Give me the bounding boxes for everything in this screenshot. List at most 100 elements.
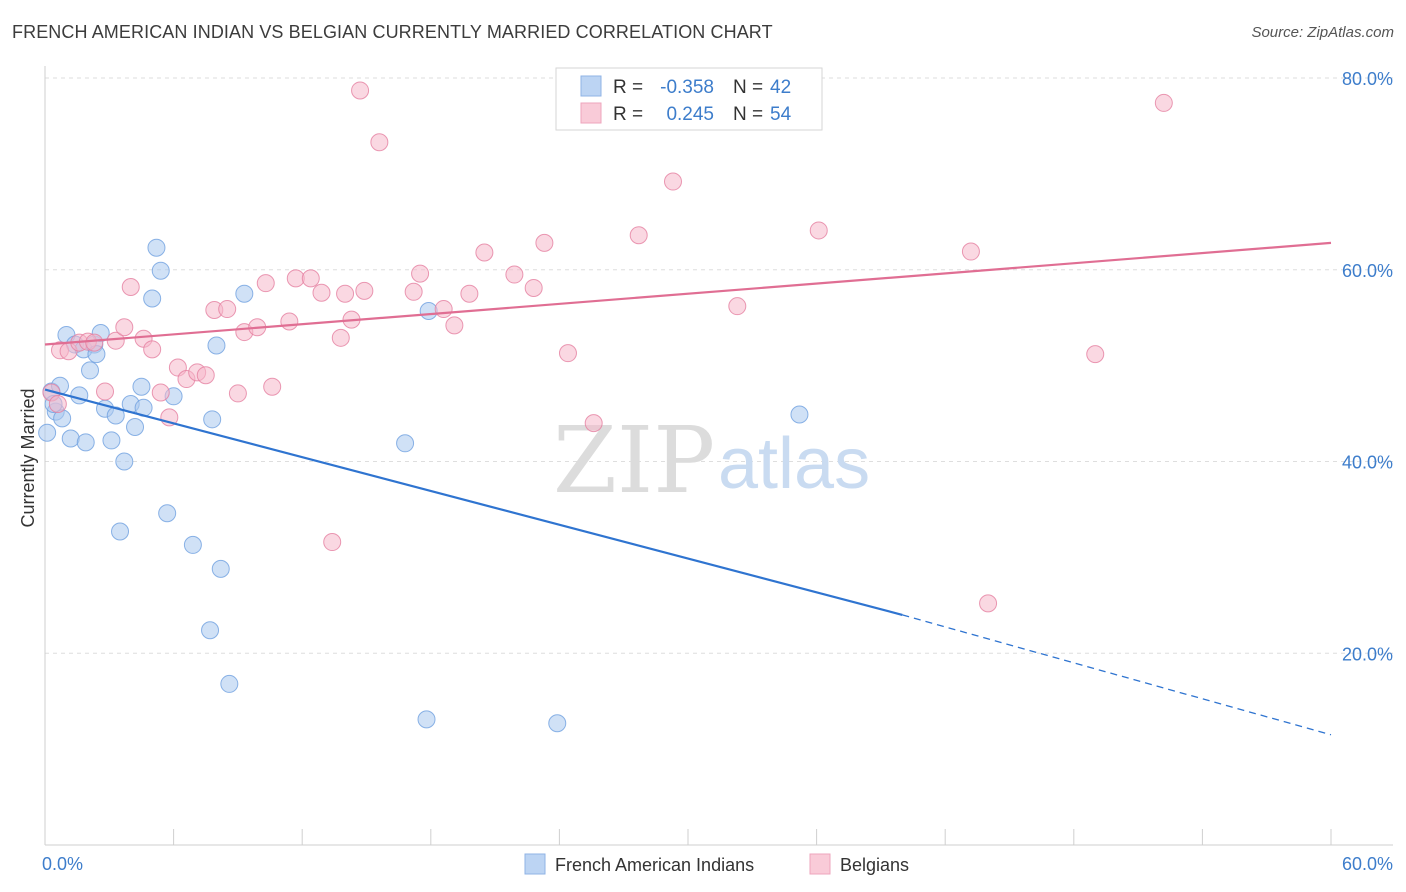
data-points bbox=[38, 81, 1173, 733]
watermark-atlas: atlas bbox=[718, 424, 870, 504]
legend-n-value-1: 42 bbox=[770, 77, 791, 98]
trend-line-belgians bbox=[44, 241, 1332, 346]
source-label: Source: ZipAtlas.com bbox=[1251, 24, 1394, 41]
y-tick-label-1: 40.0% bbox=[1342, 453, 1393, 473]
point-french-american-indians-24 bbox=[147, 238, 166, 257]
bottom-legend-swatch-french-american-indians bbox=[524, 853, 546, 875]
point-belgians-39 bbox=[434, 300, 453, 319]
legend-swatch-french-american-indians bbox=[580, 75, 602, 97]
legend-n-label-1: N = bbox=[733, 77, 763, 98]
x-tick-labels: 0.0% 60.0% bbox=[42, 854, 1393, 874]
point-french-american-indians-21 bbox=[132, 377, 151, 396]
point-belgians-53 bbox=[979, 594, 998, 613]
point-french-american-indians-30 bbox=[203, 410, 222, 429]
point-belgians-38 bbox=[411, 264, 430, 283]
point-french-american-indians-20 bbox=[126, 417, 145, 436]
legend-n-label-2: N = bbox=[733, 104, 763, 125]
point-belgians-51 bbox=[809, 221, 828, 240]
point-belgians-48 bbox=[629, 226, 648, 245]
legend-r-value-2: 0.245 bbox=[666, 104, 714, 125]
point-belgians-1 bbox=[48, 394, 67, 413]
point-belgians-45 bbox=[535, 233, 554, 252]
trend-line-french-american-indians bbox=[44, 388, 903, 616]
point-french-american-indians-16 bbox=[106, 406, 125, 425]
y-tick-label-3: 80.0% bbox=[1342, 69, 1393, 89]
legend-r-value-1: -0.358 bbox=[660, 77, 714, 98]
legend-r-label-2: R = bbox=[613, 104, 643, 125]
trend-lines bbox=[44, 241, 1332, 736]
watermark-zip: ZIP bbox=[553, 407, 715, 514]
legend-r-label-1: R = bbox=[613, 77, 643, 98]
point-belgians-24 bbox=[256, 274, 275, 293]
point-french-american-indians-35 bbox=[396, 434, 415, 453]
point-belgians-46 bbox=[558, 344, 577, 363]
point-belgians-55 bbox=[1154, 93, 1173, 112]
point-belgians-26 bbox=[280, 312, 299, 331]
point-french-american-indians-32 bbox=[211, 559, 230, 578]
point-belgians-36 bbox=[370, 133, 389, 152]
point-belgians-34 bbox=[351, 81, 370, 100]
point-belgians-28 bbox=[301, 269, 320, 288]
bottom-legend-swatch-belgians bbox=[809, 853, 831, 875]
x-tick-label-1: 60.0% bbox=[1342, 854, 1393, 874]
point-belgians-7 bbox=[96, 382, 115, 401]
point-belgians-42 bbox=[475, 243, 494, 262]
bottom-legend: French American Indians Belgians bbox=[524, 853, 909, 875]
point-belgians-49 bbox=[663, 172, 682, 191]
point-belgians-35 bbox=[355, 281, 374, 300]
point-belgians-27 bbox=[286, 269, 305, 288]
point-belgians-52 bbox=[961, 242, 980, 261]
bottom-legend-label-french-american-indians: French American Indians bbox=[555, 855, 754, 875]
trend-line-extension-french-american-indians bbox=[902, 614, 1332, 736]
point-belgians-40 bbox=[445, 316, 464, 335]
grid-lines bbox=[45, 77, 1393, 654]
point-belgians-43 bbox=[505, 265, 524, 284]
point-french-american-indians-26 bbox=[158, 504, 177, 523]
y-tick-label-2: 60.0% bbox=[1342, 261, 1393, 281]
point-french-american-indians-5 bbox=[61, 429, 80, 448]
legend-n-value-2: 54 bbox=[770, 104, 792, 125]
point-french-american-indians-28 bbox=[183, 535, 202, 554]
point-belgians-20 bbox=[218, 300, 237, 319]
chart-title: FRENCH AMERICAN INDIAN VS BELGIAN CURREN… bbox=[12, 22, 773, 42]
point-belgians-31 bbox=[331, 328, 350, 347]
point-belgians-29 bbox=[312, 283, 331, 302]
x-tick-label-0: 0.0% bbox=[42, 854, 83, 874]
point-belgians-30 bbox=[323, 533, 342, 552]
point-french-american-indians-18 bbox=[111, 522, 130, 541]
point-french-american-indians-38 bbox=[548, 714, 567, 733]
point-belgians-54 bbox=[1086, 345, 1105, 364]
legend-box: R = -0.358 N = 42 R = 0.245 N = 54 bbox=[555, 67, 823, 131]
point-belgians-50 bbox=[728, 297, 747, 316]
point-french-american-indians-34 bbox=[235, 284, 254, 303]
point-belgians-21 bbox=[228, 384, 247, 403]
y-tick-labels: 20.0% 40.0% 60.0% 80.0% bbox=[1342, 69, 1393, 664]
point-french-american-indians-31 bbox=[207, 336, 226, 355]
point-belgians-25 bbox=[263, 377, 282, 396]
point-belgians-37 bbox=[404, 282, 423, 301]
point-belgians-6 bbox=[85, 333, 104, 352]
watermark: ZIP atlas bbox=[553, 407, 870, 514]
y-tick-label-0: 20.0% bbox=[1342, 644, 1393, 664]
legend-swatch-belgians bbox=[580, 102, 602, 124]
point-belgians-33 bbox=[336, 284, 355, 303]
point-french-american-indians-10 bbox=[81, 361, 100, 380]
point-french-american-indians-23 bbox=[143, 289, 162, 308]
point-french-american-indians-40 bbox=[38, 423, 57, 442]
point-french-american-indians-9 bbox=[76, 433, 95, 452]
point-belgians-18 bbox=[196, 366, 215, 385]
point-french-american-indians-33 bbox=[220, 674, 239, 693]
y-axis-label: Currently Married bbox=[18, 388, 38, 527]
point-belgians-47 bbox=[584, 414, 603, 433]
point-french-american-indians-15 bbox=[102, 431, 121, 450]
point-french-american-indians-29 bbox=[201, 621, 220, 640]
point-belgians-41 bbox=[460, 284, 479, 303]
point-french-american-indians-37 bbox=[419, 301, 438, 320]
point-french-american-indians-25 bbox=[151, 261, 170, 280]
point-belgians-13 bbox=[151, 383, 170, 402]
point-belgians-9 bbox=[115, 318, 134, 337]
point-belgians-12 bbox=[143, 340, 162, 359]
point-french-american-indians-39 bbox=[790, 405, 809, 424]
point-french-american-indians-17 bbox=[115, 452, 134, 471]
